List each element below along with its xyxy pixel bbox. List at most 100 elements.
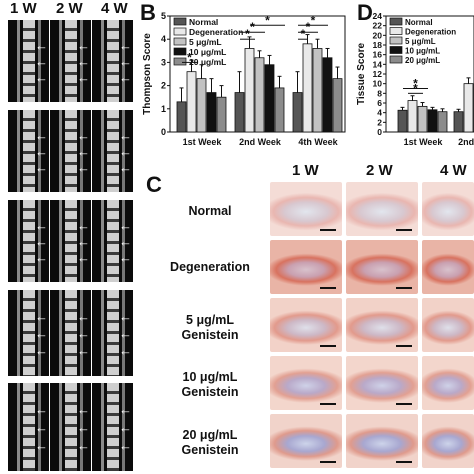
panel-d-letter: D <box>357 0 373 25</box>
scale-bar <box>396 461 412 463</box>
bar <box>264 64 275 133</box>
bar <box>206 92 217 133</box>
mri-image: ← ← ← <box>8 383 49 471</box>
significance-marker: * <box>250 20 255 34</box>
row-label-line1: 20 μg/mL <box>182 428 238 442</box>
mri-image: ← ← ← <box>50 200 91 282</box>
legend-swatch <box>173 57 187 66</box>
histology-image <box>422 298 474 352</box>
arrow-left-icon: ← <box>77 437 90 453</box>
y-tick-label: 1 <box>161 104 166 114</box>
legend-label: Degeneration <box>189 27 243 37</box>
row-label-20: 20 μg/mL Genistein <box>155 428 265 458</box>
y-tick-label: 4 <box>377 108 382 118</box>
row-label-line1: 5 μg/mL <box>186 313 234 327</box>
arrow-left-icon: ← <box>77 250 90 266</box>
legend-label: 10 μg/mL <box>405 47 440 56</box>
arrow-left-icon: ← <box>119 127 132 143</box>
y-tick-label: 16 <box>373 50 383 60</box>
significance-marker: * <box>413 81 418 95</box>
arrow-left-icon: ← <box>35 144 48 159</box>
arrow-left-icon: ← <box>119 144 132 159</box>
legend-swatch <box>389 55 403 64</box>
mri-image: ← ← ← <box>92 20 133 102</box>
legend-label: Normal <box>405 18 433 27</box>
histology-image <box>346 240 418 294</box>
y-tick-label: 20 <box>373 30 383 40</box>
bar <box>322 57 333 133</box>
legend-label: 20 μg/mL <box>405 56 440 65</box>
y-tick-label: 4 <box>161 34 166 44</box>
bar <box>302 43 313 133</box>
bar <box>254 57 265 133</box>
y-tick-label: 5 <box>161 11 166 21</box>
x-tick-label: 4th Week <box>298 137 338 147</box>
arrow-left-icon: ← <box>77 343 90 359</box>
y-tick-label: 0 <box>377 127 382 137</box>
mri-image: ← ← ← <box>50 383 91 471</box>
x-tick-label: 2nd Week <box>239 137 282 147</box>
legend-swatch <box>389 27 403 35</box>
arrow-left-icon: ← <box>119 160 132 176</box>
arrow-left-icon: ← <box>119 70 132 86</box>
arrow-left-icon: ← <box>35 420 48 435</box>
legend-label: Degeneration <box>405 28 456 37</box>
legend-swatch <box>173 47 187 56</box>
panel-a-col-label-2w: 2 W <box>56 0 83 17</box>
histology-image <box>422 182 474 236</box>
arrow-left-icon: ← <box>35 54 48 69</box>
y-tick-label: 6 <box>377 98 382 108</box>
y-tick-label: 2 <box>377 117 382 127</box>
arrow-left-icon: ← <box>77 70 90 86</box>
arrow-left-icon: ← <box>35 234 48 249</box>
arrow-left-icon: ← <box>35 160 48 176</box>
bar <box>453 111 464 133</box>
y-axis-label: Thompson Score <box>142 33 153 115</box>
bar <box>176 101 187 133</box>
arrow-left-icon: ← <box>35 70 48 86</box>
x-tick-label: 2nd Week <box>458 137 474 147</box>
panel-c-letter: C <box>146 172 162 197</box>
arrow-left-icon: ← <box>35 217 48 233</box>
scale-bar <box>320 461 336 463</box>
arrow-left-icon: ← <box>77 217 90 233</box>
significance-marker: * <box>245 27 250 41</box>
bar <box>186 71 197 133</box>
mri-image: ← ← ← <box>50 290 91 376</box>
legend-label: 20 μg/mL <box>189 57 226 67</box>
arrow-left-icon: ← <box>119 37 132 53</box>
row-label-line2: Genistein <box>181 443 239 457</box>
arrow-left-icon: ← <box>119 343 132 359</box>
mri-image: ← ← ← <box>92 200 133 282</box>
bar <box>196 78 207 133</box>
bar <box>292 92 303 133</box>
arrow-left-icon: ← <box>77 54 90 69</box>
scale-bar <box>396 345 412 347</box>
scale-bar <box>320 229 336 231</box>
panel-c-col-label-4w: 4 W <box>440 162 467 179</box>
mri-image: ← ← ← <box>50 20 91 102</box>
arrow-left-icon: ← <box>35 37 48 53</box>
y-tick-label: 8 <box>377 88 382 98</box>
significance-marker: * <box>187 50 192 64</box>
histology-image <box>270 298 342 352</box>
histology-image <box>346 298 418 352</box>
histology-image <box>270 240 342 294</box>
mri-image: ← ← ← <box>92 110 133 192</box>
legend-swatch <box>173 17 187 26</box>
arrow-left-icon: ← <box>77 127 90 143</box>
histology-image <box>346 182 418 236</box>
arrow-left-icon: ← <box>77 308 90 324</box>
row-label-10: 10 μg/mL Genistein <box>155 370 265 400</box>
y-tick-label: 12 <box>373 69 383 79</box>
arrow-left-icon: ← <box>35 308 48 324</box>
row-label-line1: Degeneration <box>170 260 250 274</box>
arrow-left-icon: ← <box>77 234 90 249</box>
histology-image <box>270 356 342 410</box>
bar <box>407 100 418 133</box>
arrow-left-icon: ← <box>77 37 90 53</box>
bar <box>244 48 255 133</box>
legend-swatch <box>173 37 187 46</box>
arrow-left-icon: ← <box>119 308 132 324</box>
